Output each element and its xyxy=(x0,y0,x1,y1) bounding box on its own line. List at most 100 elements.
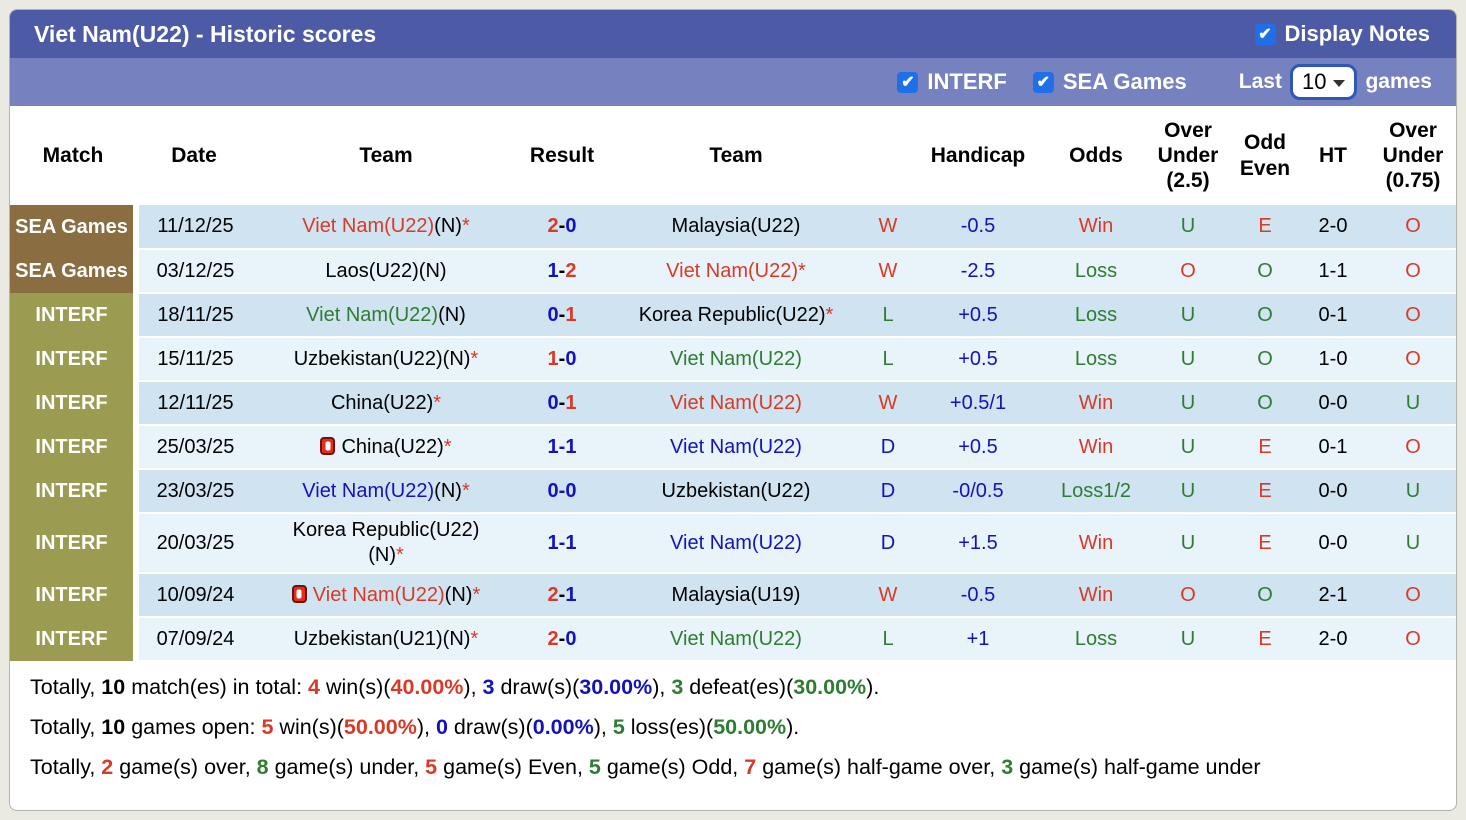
home-team-cell: China(U22)* xyxy=(252,425,520,470)
ou075-letter: O xyxy=(1405,215,1421,237)
home-team-cell: China(U22)* xyxy=(252,381,520,426)
team-name-part: Viet Nam(U22) xyxy=(670,435,802,458)
ht-score: 1-0 xyxy=(1318,347,1348,370)
ou075-letter: O xyxy=(1405,583,1421,606)
odd-even-letter: O xyxy=(1257,303,1273,326)
summary-part: ), xyxy=(463,675,483,699)
result-cell: 1-0 xyxy=(520,337,604,382)
col-away-team: Team xyxy=(604,106,868,205)
summary-part: 3 xyxy=(1001,755,1014,779)
odds-value: Win xyxy=(1078,435,1114,458)
ht-score: 1-1 xyxy=(1318,259,1348,282)
display-notes-checkbox-icon[interactable] xyxy=(1254,23,1276,45)
col-home-team: Team xyxy=(252,106,520,205)
wdl-cell: D xyxy=(868,425,908,470)
sea-games-checkbox-icon[interactable] xyxy=(1032,71,1054,93)
handicap-value: +1 xyxy=(966,627,990,650)
odds-value: Win xyxy=(1078,391,1114,414)
table-row: INTERF 12/11/25 China(U22)* 0-1 Viet Nam(U22… xyxy=(10,381,1456,426)
away-team-cell: Uzbekistan(U22) xyxy=(604,469,868,514)
score-part: 0 xyxy=(565,347,577,370)
over-under-25-cell: U xyxy=(1144,205,1232,250)
team-name-part: Viet Nam(U22) xyxy=(670,391,802,414)
odd-even-cell: E xyxy=(1232,469,1298,514)
handicap-cell: +1 xyxy=(908,617,1048,662)
historic-scores-table: Match Date Team Result Team Handicap Odd… xyxy=(10,106,1456,662)
odds-cell: Win xyxy=(1048,513,1144,574)
date-cell: 03/12/25 xyxy=(136,249,252,294)
col-odd-even: Odd Even xyxy=(1232,106,1298,205)
home-team-cell: Uzbekistan(U21)(N)* xyxy=(252,617,520,662)
interf-toggle[interactable]: INTERF xyxy=(897,69,1007,95)
odds-cell: Loss1/2 xyxy=(1048,469,1144,514)
odds-value: Loss xyxy=(1074,627,1118,650)
summary-part: ), xyxy=(416,715,436,739)
score-part: - xyxy=(558,215,566,237)
ou25-letter: U xyxy=(1180,435,1196,458)
home-team-cell: Viet Nam(U22)(N) xyxy=(252,293,520,338)
table-row: INTERF 15/11/25 Uzbekistan(U22)(N)* 1-0 Viet… xyxy=(10,337,1456,382)
summary-part: Totally, xyxy=(30,675,102,699)
summary-part: match(es) in total: xyxy=(125,675,309,699)
odd-even-letter: E xyxy=(1258,215,1272,237)
team-name-part: Uzbekistan(U22)(N) xyxy=(293,347,471,370)
last-games-value: 10 xyxy=(1301,69,1327,94)
summary-part: win(s)( xyxy=(273,715,344,739)
col-wdl xyxy=(868,106,908,205)
over-under-25-cell: U xyxy=(1144,293,1232,338)
date-cell: 23/03/25 xyxy=(136,469,252,514)
odd-even-cell: O xyxy=(1232,573,1298,618)
table-row: INTERF 07/09/24 Uzbekistan(U21)(N)* 2-0 Viet… xyxy=(10,617,1456,662)
ht-cell: 2-0 xyxy=(1298,617,1368,662)
team-name-part: Viet Nam(U22) xyxy=(670,347,802,370)
ou25-letter: U xyxy=(1180,479,1196,502)
summary-part: 30.00% xyxy=(579,675,653,699)
team-name-part: Malaysia(U22) xyxy=(671,215,801,237)
over-under-25-cell: U xyxy=(1144,469,1232,514)
score-part: - xyxy=(558,391,566,414)
match-type-cell: INTERF xyxy=(10,573,139,617)
score-part: 0 xyxy=(565,215,577,237)
ou075-letter: U xyxy=(1405,391,1421,414)
ht-score: 0-1 xyxy=(1318,303,1348,326)
summary-part: game(s) over, xyxy=(113,755,257,779)
ht-cell: 0-0 xyxy=(1298,513,1368,574)
match-type-cell: INTERF xyxy=(10,425,139,469)
ht-score: 0-0 xyxy=(1318,391,1348,414)
odd-even-cell: O xyxy=(1232,249,1298,294)
sea-games-toggle[interactable]: SEA Games xyxy=(1032,69,1187,95)
handicap-cell: +0.5 xyxy=(908,337,1048,382)
ht-score: 2-1 xyxy=(1318,583,1348,606)
wdl-cell: D xyxy=(868,469,908,514)
team-name-part: * xyxy=(433,391,442,414)
match-type-cell: INTERF xyxy=(10,513,139,573)
chevron-down-icon xyxy=(1333,80,1346,87)
col-over-under-075: Over Under (0.75) xyxy=(1368,106,1456,205)
interf-checkbox-icon[interactable] xyxy=(897,71,919,93)
date-cell: 25/03/25 xyxy=(136,425,252,470)
away-team-cell: Viet Nam(U22) xyxy=(604,381,868,426)
odds-cell: Loss xyxy=(1048,293,1144,338)
handicap-cell: -0.5 xyxy=(908,205,1048,250)
home-team-cell: Viet Nam(U22)(N)* xyxy=(252,205,520,250)
ht-cell: 2-1 xyxy=(1298,573,1368,618)
match-type-cell: INTERF xyxy=(10,337,139,381)
last-label: Last xyxy=(1238,70,1282,93)
score-part: 1 xyxy=(565,583,577,606)
date-cell: 20/03/25 xyxy=(136,513,252,574)
summary-part: game(s) half-game over, xyxy=(756,755,1002,779)
date-cell: 11/12/25 xyxy=(136,205,252,250)
odds-value: Loss1/2 xyxy=(1060,479,1132,502)
team-name-part: Uzbekistan(U22) xyxy=(661,479,811,502)
last-games-select[interactable]: 10 xyxy=(1289,64,1358,100)
odds-value: Loss xyxy=(1074,303,1118,326)
display-notes-toggle[interactable]: Display Notes xyxy=(1254,21,1430,47)
handicap-cell: -2.5 xyxy=(908,249,1048,294)
over-under-075-cell: O xyxy=(1368,337,1456,382)
wdl-cell: L xyxy=(868,617,908,662)
home-team-cell: Korea Republic(U22) (N)* xyxy=(252,513,520,574)
away-team-cell: Viet Nam(U22) xyxy=(604,425,868,470)
score-part: 0 xyxy=(547,303,559,326)
red-card-icon xyxy=(291,584,307,603)
filter-bar: INTERF SEA Games Last 10 games xyxy=(10,58,1456,106)
